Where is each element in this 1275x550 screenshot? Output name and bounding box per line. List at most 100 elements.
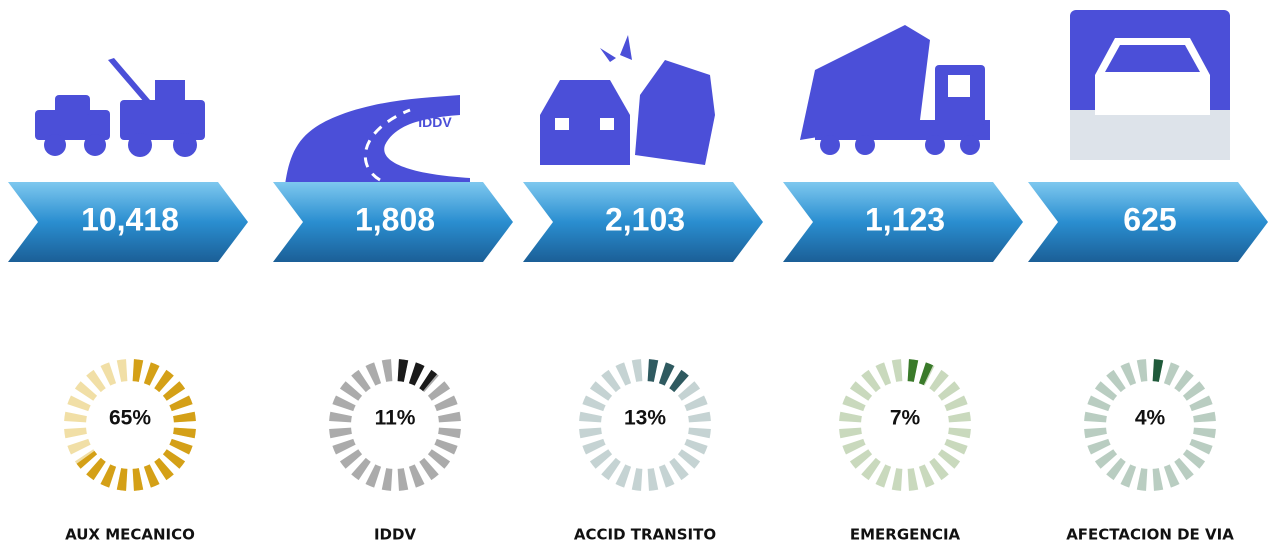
gauge-track-segment xyxy=(339,381,363,401)
gauge-track-segment xyxy=(601,369,621,393)
gauge-track-segment xyxy=(647,468,659,491)
gauge-fill-segment xyxy=(143,464,160,488)
gauge-track-segment xyxy=(1136,359,1148,382)
gauge-track-segment xyxy=(891,359,903,382)
chevron xyxy=(523,182,763,262)
gauge-track-segment xyxy=(582,438,606,455)
gauge-fill-segment xyxy=(162,381,186,401)
gauge-track-segment xyxy=(1163,362,1180,386)
gauge-fill-segment xyxy=(658,362,675,386)
gauge-fill-segment xyxy=(169,438,193,455)
gauge-track-segment xyxy=(419,457,439,481)
chevron xyxy=(1028,182,1268,262)
gauge-track-segment xyxy=(684,395,708,412)
gauge-track-segment xyxy=(1193,427,1216,439)
gauge-track-segment xyxy=(891,468,903,491)
gauge-track-segment xyxy=(438,427,461,439)
category-label: IDDV xyxy=(374,526,416,544)
gauge-fill-segment xyxy=(907,359,919,382)
gauge-track-segment xyxy=(1193,411,1216,423)
gauge-track-segment xyxy=(1136,468,1148,491)
chevron xyxy=(8,182,248,262)
gauge-track-segment xyxy=(839,411,862,423)
gauge-track-segment xyxy=(329,411,352,423)
gauge-track-segment xyxy=(1152,468,1164,491)
gauge-fill-segment xyxy=(669,369,689,393)
gauge-track-segment xyxy=(842,395,866,412)
road-icon: IDDV xyxy=(285,95,470,185)
gauge-track-segment xyxy=(849,381,873,401)
tow-truck-icon xyxy=(35,58,205,157)
percent-label: 11% xyxy=(375,407,416,430)
total-label: 625 xyxy=(1123,201,1176,237)
gauge-track-segment xyxy=(64,427,87,439)
gauge-track-segment xyxy=(1174,457,1194,481)
gauge-track-segment xyxy=(658,464,675,488)
gauge-track-segment xyxy=(67,438,91,455)
gauge-track-segment xyxy=(582,395,606,412)
gauge-track-segment xyxy=(1106,369,1126,393)
gauge-fill-segment xyxy=(419,369,439,393)
total-label: 2,103 xyxy=(605,201,685,237)
gauge-track-segment xyxy=(875,362,892,386)
total-label: 10,418 xyxy=(81,201,179,237)
gauge-fill-segment xyxy=(132,468,144,491)
gauge-track-segment xyxy=(615,464,632,488)
gauge-fill-segment xyxy=(918,362,935,386)
percent-label: 65% xyxy=(109,407,151,430)
category-label: AUX MECANICO xyxy=(65,526,195,544)
gauge-track-segment xyxy=(684,438,708,455)
gauge-track-segment xyxy=(1174,369,1194,393)
gauge-track-segment xyxy=(332,395,356,412)
gauge-track-segment xyxy=(944,395,968,412)
gauge-track-segment xyxy=(677,449,701,469)
icons: IDDV xyxy=(35,10,1230,185)
gauge-fill-segment xyxy=(173,427,196,439)
gauge-track-segment xyxy=(631,468,643,491)
gauge-track-segment xyxy=(74,381,98,401)
gauge-track-segment xyxy=(839,427,862,439)
gauge-fill-segment xyxy=(397,359,409,382)
gauge-fill-segment xyxy=(132,359,144,382)
gauge-track-segment xyxy=(1189,438,1213,455)
gauge-track-segment xyxy=(669,457,689,481)
gauge-track-segment xyxy=(427,381,451,401)
gauge-track-segment xyxy=(589,381,613,401)
category-label: AFECTACION DE VIA xyxy=(1066,526,1234,544)
gauge-track-segment xyxy=(434,395,458,412)
gauge-track-segment xyxy=(116,359,128,382)
gauge-fill-segment xyxy=(154,369,174,393)
gauge-fill-segment xyxy=(1152,359,1164,382)
gauge-track-segment xyxy=(67,395,91,412)
gauge-track-segment xyxy=(1087,395,1111,412)
gauge-track-segment xyxy=(381,359,393,382)
gauge-track-segment xyxy=(365,464,382,488)
gauge-fill-segment xyxy=(647,359,659,382)
gauge-track-segment xyxy=(944,438,968,455)
gauge-track-segment xyxy=(861,457,881,481)
dump-truck-icon xyxy=(800,25,990,155)
gauge-track-segment xyxy=(937,381,961,401)
gauge-track-segment xyxy=(579,411,602,423)
chevron xyxy=(783,182,1023,262)
gauge-track-segment xyxy=(948,427,971,439)
crash-icon xyxy=(540,35,715,165)
gauge-fill-segment xyxy=(86,457,106,481)
gauge-track-segment xyxy=(365,362,382,386)
gauge-track-segment xyxy=(438,411,461,423)
gauge-fill-segment xyxy=(143,362,160,386)
percent-label: 4% xyxy=(1135,407,1166,430)
gauge-track-segment xyxy=(1087,438,1111,455)
gauge-track-segment xyxy=(381,468,393,491)
gauge-track-segment xyxy=(1094,381,1118,401)
gauge-track-segment xyxy=(86,369,106,393)
gauge-fill-segment xyxy=(169,395,193,412)
gauge-track-segment xyxy=(408,464,425,488)
percent-label: 7% xyxy=(890,407,921,430)
gauge-track-segment xyxy=(918,464,935,488)
gauge-track-segment xyxy=(1106,457,1126,481)
category-label: ACCID TRANSITO xyxy=(574,526,716,544)
gauge-track-segment xyxy=(1182,449,1206,469)
gauge-track-segment xyxy=(677,381,701,401)
gauge-fill-segment xyxy=(173,411,196,423)
